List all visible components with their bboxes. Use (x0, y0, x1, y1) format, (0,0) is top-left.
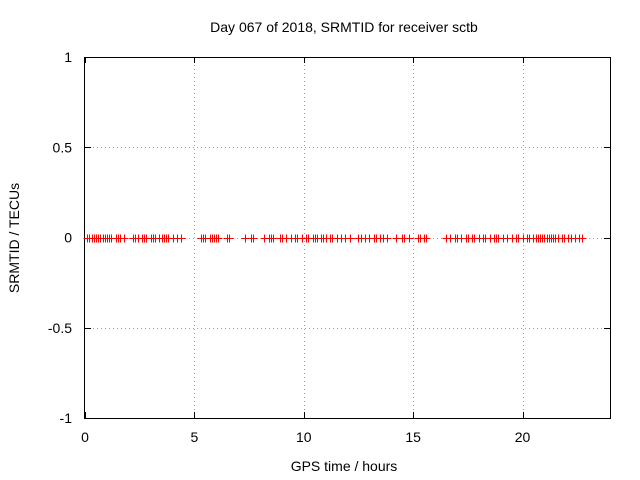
grid-lines (85, 57, 610, 418)
x-tick-label: 10 (296, 429, 312, 445)
data-point (249, 234, 258, 243)
x-axis-label: GPS time / hours (291, 458, 398, 474)
x-tick-label: 0 (81, 429, 89, 445)
data-point (214, 234, 223, 243)
x-tick-label: 15 (405, 429, 421, 445)
data-point (269, 234, 278, 243)
data-point (120, 234, 129, 243)
data-point (346, 234, 355, 243)
data-point (225, 234, 234, 243)
y-tick-label: 0 (64, 230, 72, 246)
srmtid-series (83, 234, 587, 243)
y-tick-label: 0.5 (53, 139, 73, 155)
y-tick-label: 1 (64, 49, 72, 65)
x-tick-label: 5 (190, 429, 198, 445)
data-point (177, 234, 186, 243)
y-tick-label: -0.5 (48, 320, 72, 336)
y-axis-label: SRMTID / TECUs (6, 183, 22, 293)
x-tick-label: 20 (515, 429, 531, 445)
y-axis-tick-labels: -1 -0.5 0 0.5 1 (48, 49, 72, 426)
y-tick-label: -1 (60, 410, 73, 426)
x-axis-tick-labels: 0 5 10 15 20 (81, 429, 530, 445)
chart-title: Day 067 of 2018, SRMTID for receiver sct… (210, 19, 478, 35)
data-point (405, 234, 414, 243)
data-point (383, 234, 392, 243)
data-point (578, 234, 587, 243)
axis-ticks (85, 57, 610, 419)
data-point (422, 234, 431, 243)
